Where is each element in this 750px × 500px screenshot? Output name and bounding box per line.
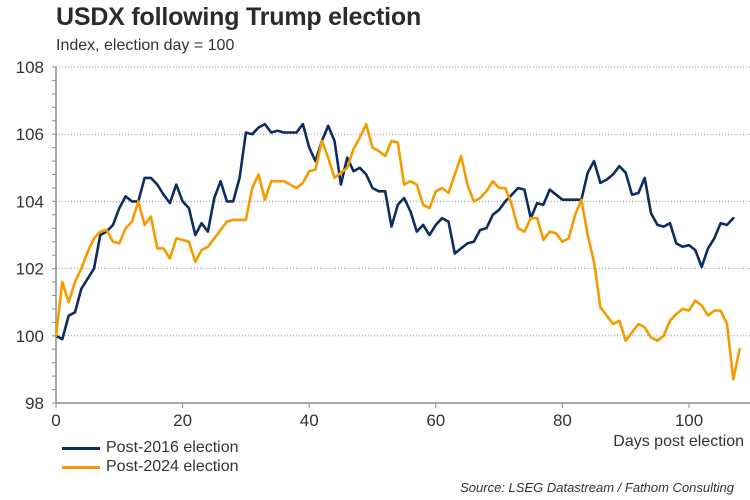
chart-title: USDX following Trump election <box>56 3 422 31</box>
y-tick-label: 106 <box>16 125 44 144</box>
x-tick-label: 100 <box>675 411 703 430</box>
x-tick-label: 40 <box>300 411 319 430</box>
y-tick-label: 98 <box>25 394 44 413</box>
series-line-2024 <box>54 122 741 381</box>
y-tick-label: 102 <box>16 260 44 279</box>
legend-swatch-2024 <box>62 465 100 469</box>
series-line-2016 <box>54 122 735 341</box>
x-tick-label: 80 <box>553 411 572 430</box>
legend-item-2016: Post-2016 election <box>62 439 239 457</box>
series-lines <box>54 122 741 381</box>
tick-labels: 98 100 102 104 106 108 0 20 40 60 80 100 Days post e… <box>16 58 744 450</box>
y-tick-label: 100 <box>16 327 44 346</box>
x-tick-label: 0 <box>51 411 60 430</box>
gridlines <box>56 66 750 337</box>
y-tick-label: 108 <box>16 58 44 77</box>
x-tick-label: 20 <box>173 411 192 430</box>
axes <box>52 66 750 408</box>
legend-item-2024: Post-2024 election <box>62 458 239 476</box>
legend-label-2016: Post-2016 election <box>106 439 239 456</box>
x-tick-label: 60 <box>426 411 445 430</box>
legend-label-2024: Post-2024 election <box>106 458 239 475</box>
y-tick-label: 104 <box>16 192 44 211</box>
chart-subtitle: Index, election day = 100 <box>56 37 235 54</box>
legend-swatch-2016 <box>62 446 100 450</box>
x-axis-label: Days post election <box>613 433 744 450</box>
source-note: Source: LSEG Datastream / Fathom Consult… <box>460 480 734 495</box>
